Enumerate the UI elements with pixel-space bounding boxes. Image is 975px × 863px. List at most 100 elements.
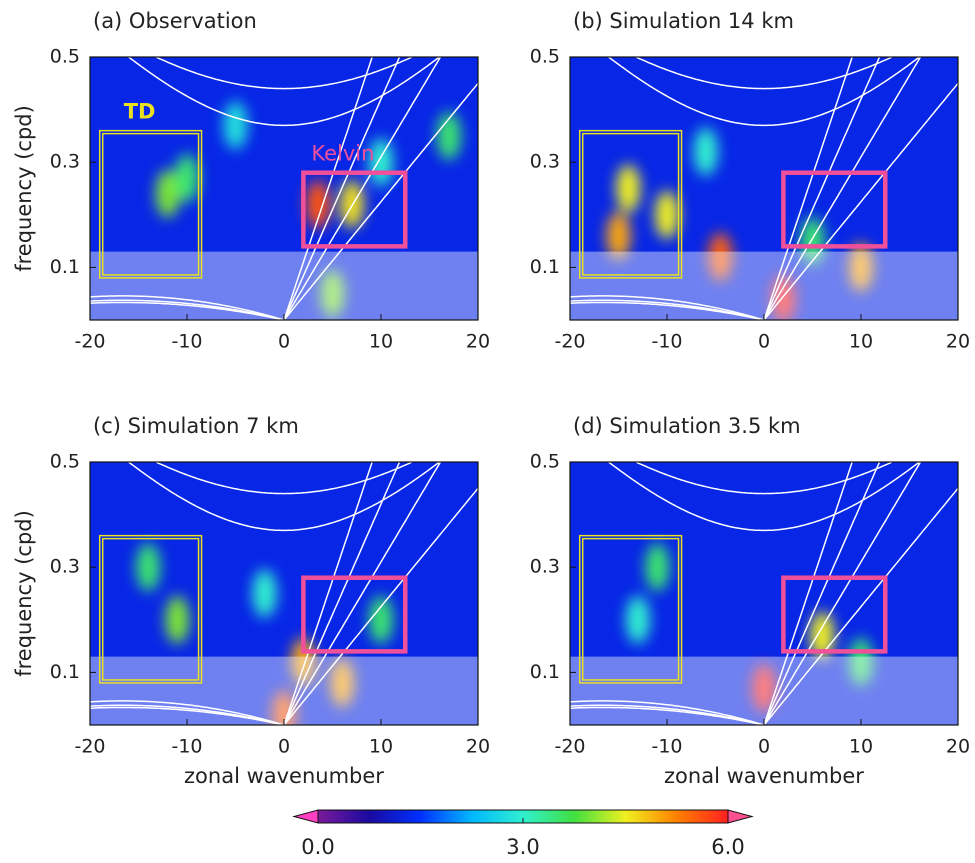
dispersion-curve <box>154 57 414 90</box>
box-inner <box>581 537 680 681</box>
dispersion-curve <box>634 462 894 495</box>
dispersion-curve <box>283 487 478 725</box>
x-axis-label: zonal wavenumber <box>664 764 864 788</box>
x-tick-label: 20 <box>466 331 490 353</box>
x-tick-label: 10 <box>369 331 393 353</box>
heatmap-blob <box>252 569 277 618</box>
heatmap-blob <box>752 664 776 713</box>
y-tick-label: 0.1 <box>50 256 80 278</box>
heatmap-blob <box>606 211 631 260</box>
x-tick-label: 0 <box>758 331 770 353</box>
heatmap-background <box>90 57 478 320</box>
heatmap-blob <box>155 169 180 218</box>
heatmap <box>90 462 478 725</box>
colorbar-tick-label: 6.0 <box>711 835 744 859</box>
heatmap-background <box>90 462 478 725</box>
box <box>578 534 683 684</box>
heatmap-blob <box>369 595 393 644</box>
dispersion-curve <box>154 462 414 495</box>
x-tick-label: 10 <box>849 331 873 353</box>
y-tick-label: 0.3 <box>50 151 80 173</box>
y-tick-label: 0.1 <box>50 661 80 683</box>
low-frequency-shade <box>90 251 478 320</box>
dispersion-curve <box>90 295 285 320</box>
panel-title: (d) Simulation 3.5 km <box>573 414 801 438</box>
dispersion-curve <box>570 295 765 320</box>
dispersion-curve <box>570 704 765 725</box>
colorbar-tick-label: 0.0 <box>301 835 334 859</box>
dispersion-curve <box>763 57 853 320</box>
y-tick-label: 0.5 <box>530 46 560 68</box>
y-tick-label: 0.3 <box>530 556 560 578</box>
heatmap-blob <box>320 269 345 318</box>
y-tick-label: 0.5 <box>50 46 80 68</box>
heatmap <box>90 57 478 320</box>
dispersion-curve <box>763 462 853 725</box>
dispersion-curve <box>763 82 958 320</box>
y-tick-label: 0.1 <box>530 256 560 278</box>
x-tick-label: 20 <box>466 736 490 758</box>
box-label: Kelvin <box>311 142 374 166</box>
low-frequency-shade <box>570 251 958 320</box>
box <box>578 129 683 279</box>
low-frequency-shade <box>570 656 958 725</box>
heatmap-blob <box>136 543 161 592</box>
box <box>98 129 203 279</box>
x-tick-label: -20 <box>74 331 105 353</box>
panel-title: (a) Observation <box>93 9 257 33</box>
dispersion-curve <box>607 462 921 532</box>
dispersion-curve <box>283 82 478 320</box>
box-inner <box>101 132 200 276</box>
colorbar-under <box>292 809 319 824</box>
dispersion-curve <box>570 299 765 320</box>
dispersion-curve <box>90 700 285 725</box>
low-frequency-shade <box>90 656 478 725</box>
dispersion-curve <box>763 487 958 725</box>
box <box>301 575 408 654</box>
x-tick-label: 0 <box>278 331 290 353</box>
x-tick-label: -20 <box>74 736 105 758</box>
heatmap-blob <box>305 180 330 229</box>
y-tick-label: 0.5 <box>530 451 560 473</box>
dispersion-curve <box>127 57 441 127</box>
colorbar-tick-label: 3.0 <box>506 835 539 859</box>
dispersion-curve <box>90 704 285 725</box>
x-axis-label: zonal wavenumber <box>184 764 384 788</box>
colorbar-over <box>727 809 754 824</box>
dispersion-curve <box>283 57 373 320</box>
dispersion-curve <box>127 462 441 532</box>
x-tick-label: -20 <box>554 736 585 758</box>
x-tick-label: 0 <box>278 736 290 758</box>
box-label: TD <box>124 100 156 124</box>
dispersion-curve <box>283 57 442 320</box>
x-tick-label: -10 <box>651 736 682 758</box>
x-tick-label: -10 <box>171 331 202 353</box>
dispersion-curve <box>283 462 373 725</box>
heatmap-blob <box>645 543 670 592</box>
x-tick-label: 0 <box>758 736 770 758</box>
x-tick-label: 20 <box>946 331 970 353</box>
panel-title: (b) Simulation 14 km <box>573 9 794 33</box>
y-tick-label: 0.5 <box>50 451 80 473</box>
x-tick-label: 20 <box>946 736 970 758</box>
x-tick-label: 10 <box>849 736 873 758</box>
box <box>781 170 888 249</box>
heatmap-blob <box>655 190 679 239</box>
box <box>98 534 203 684</box>
heatmap-blob <box>693 127 718 176</box>
x-tick-label: -20 <box>554 331 585 353</box>
dispersion-curve <box>283 462 442 725</box>
heatmap-blob <box>708 232 733 281</box>
heatmap-blob <box>436 111 461 160</box>
heatmap-blob <box>165 595 190 644</box>
y-tick-label: 0.1 <box>530 661 560 683</box>
y-tick-label: 0.3 <box>50 556 80 578</box>
x-tick-label: 10 <box>369 736 393 758</box>
heatmap-blob <box>175 153 199 202</box>
heatmap-blob <box>849 243 873 292</box>
x-tick-label: -10 <box>651 331 682 353</box>
dispersion-curve <box>763 57 922 320</box>
y-axis-label: frequency (cpd) <box>12 105 36 272</box>
panel-title: (c) Simulation 7 km <box>93 414 299 438</box>
